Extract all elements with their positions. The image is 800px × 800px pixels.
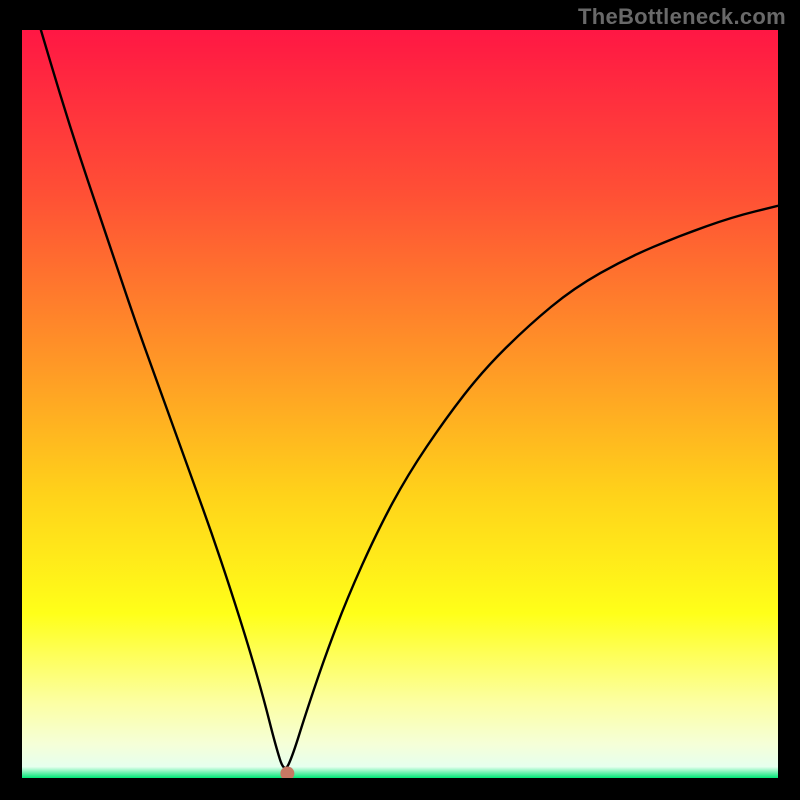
gradient-background bbox=[22, 30, 778, 778]
chart-frame: TheBottleneck.com bbox=[0, 0, 800, 800]
watermark-text: TheBottleneck.com bbox=[578, 4, 786, 30]
bottleneck-chart bbox=[22, 30, 778, 778]
